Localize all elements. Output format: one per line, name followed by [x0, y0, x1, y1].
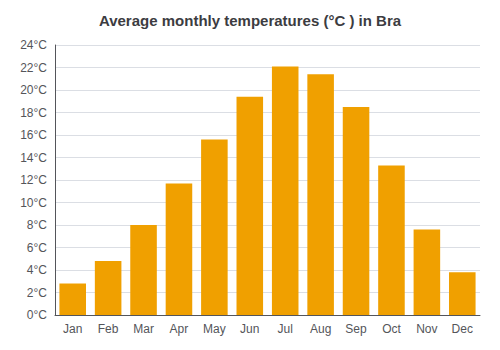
svg-text:22°C: 22°C [20, 61, 47, 75]
svg-text:2°C: 2°C [27, 286, 47, 300]
svg-text:Average monthly temperatures (: Average monthly temperatures (°C ) in Br… [99, 12, 402, 29]
svg-text:6°C: 6°C [27, 241, 47, 255]
svg-text:24°C: 24°C [20, 38, 47, 52]
svg-text:20°C: 20°C [20, 83, 47, 97]
svg-text:0°C: 0°C [27, 308, 47, 322]
svg-text:Apr: Apr [170, 322, 189, 336]
svg-text:10°C: 10°C [20, 196, 47, 210]
svg-text:18°C: 18°C [20, 106, 47, 120]
svg-text:16°C: 16°C [20, 128, 47, 142]
svg-text:Oct: Oct [382, 322, 401, 336]
svg-text:12°C: 12°C [20, 173, 47, 187]
svg-text:Aug: Aug [310, 322, 331, 336]
svg-text:Jun: Jun [240, 322, 259, 336]
svg-text:8°C: 8°C [27, 218, 47, 232]
svg-text:Mar: Mar [133, 322, 154, 336]
svg-text:May: May [203, 322, 226, 336]
svg-text:Feb: Feb [98, 322, 119, 336]
svg-text:4°C: 4°C [27, 263, 47, 277]
svg-text:Nov: Nov [416, 322, 437, 336]
svg-text:Jan: Jan [63, 322, 82, 336]
svg-text:Dec: Dec [452, 322, 473, 336]
svg-text:Jul: Jul [278, 322, 293, 336]
svg-text:Sep: Sep [345, 322, 367, 336]
svg-text:14°C: 14°C [20, 151, 47, 165]
